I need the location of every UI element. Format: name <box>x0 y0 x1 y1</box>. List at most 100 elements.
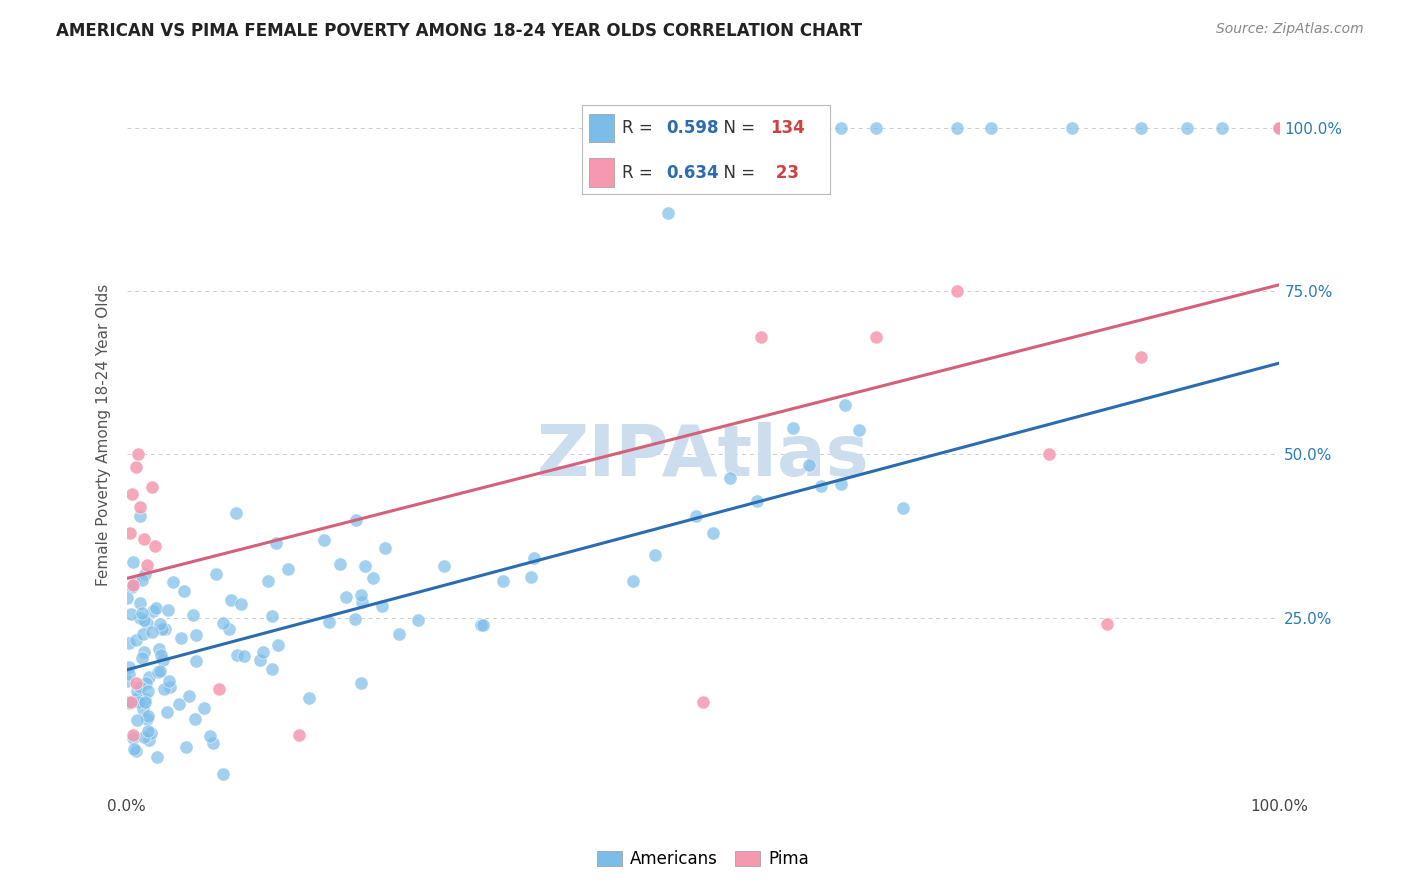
Point <box>201 736 224 750</box>
Point <box>799 458 821 472</box>
Point <box>749 330 772 344</box>
Point <box>314 533 336 548</box>
Point <box>131 651 153 665</box>
Point <box>523 551 546 566</box>
Point <box>148 642 170 657</box>
Point <box>657 206 679 220</box>
Point <box>115 591 138 606</box>
Point <box>865 121 887 136</box>
Point <box>257 574 280 588</box>
Point <box>249 653 271 667</box>
Point <box>124 633 146 648</box>
Point <box>132 730 155 744</box>
Point <box>252 645 274 659</box>
Point <box>122 731 145 745</box>
Point <box>782 421 804 435</box>
Point <box>205 567 228 582</box>
Point <box>702 526 724 541</box>
Point <box>354 558 377 573</box>
Point <box>128 597 150 611</box>
Point <box>159 680 181 694</box>
Point <box>225 506 247 520</box>
Point <box>208 682 231 697</box>
Point <box>388 627 411 641</box>
Point <box>830 121 852 136</box>
Point <box>122 728 145 742</box>
Point <box>1268 121 1291 136</box>
Point <box>277 562 299 576</box>
Point <box>117 674 139 689</box>
Point <box>150 623 173 637</box>
Point <box>134 692 156 706</box>
Point <box>745 494 768 508</box>
Point <box>157 673 180 688</box>
Point <box>1095 617 1118 632</box>
Point <box>136 684 159 698</box>
Point <box>184 654 207 668</box>
Point <box>1130 350 1153 364</box>
Point <box>685 509 707 524</box>
Point <box>1268 121 1291 136</box>
Point <box>148 665 170 680</box>
Point <box>162 575 184 590</box>
Legend: Americans, Pima: Americans, Pima <box>591 844 815 875</box>
Point <box>644 548 666 562</box>
Point <box>136 724 159 739</box>
Point <box>155 622 177 636</box>
Point <box>344 513 367 527</box>
Point <box>264 536 287 550</box>
Point <box>145 539 166 553</box>
Point <box>834 398 856 412</box>
Point <box>318 615 340 629</box>
Point <box>134 613 156 627</box>
Point <box>131 573 153 587</box>
Point <box>361 572 384 586</box>
Point <box>122 578 145 592</box>
Point <box>170 631 193 645</box>
Text: AMERICAN VS PIMA FEMALE POVERTY AMONG 18-24 YEAR OLDS CORRELATION CHART: AMERICAN VS PIMA FEMALE POVERTY AMONG 18… <box>56 22 862 40</box>
Point <box>267 638 290 652</box>
Point <box>848 423 870 437</box>
Point <box>156 603 179 617</box>
Point <box>118 525 141 540</box>
Point <box>174 739 197 754</box>
Point <box>198 730 221 744</box>
Point <box>127 713 149 727</box>
Point <box>350 595 373 609</box>
Point <box>193 701 215 715</box>
Point <box>155 706 177 720</box>
Point <box>122 555 145 569</box>
Point <box>131 606 153 620</box>
Point <box>350 676 373 690</box>
Point <box>131 626 153 640</box>
Point <box>118 667 141 681</box>
Point <box>1038 447 1060 461</box>
Point <box>120 696 142 710</box>
Point <box>173 584 195 599</box>
Point <box>132 701 155 715</box>
Point <box>125 744 148 758</box>
Point <box>810 479 832 493</box>
Point <box>335 590 357 604</box>
Point <box>118 635 141 649</box>
Point <box>152 653 174 667</box>
Point <box>117 697 139 711</box>
Point <box>1130 121 1153 136</box>
Point <box>117 695 139 709</box>
Point <box>146 750 169 764</box>
Point <box>830 477 852 491</box>
Point <box>260 609 283 624</box>
Point <box>893 501 915 516</box>
Point <box>149 616 172 631</box>
Point <box>132 645 155 659</box>
Point <box>218 623 240 637</box>
Point <box>1211 121 1233 136</box>
Point <box>298 690 321 705</box>
Point <box>125 676 148 690</box>
Point <box>945 284 967 298</box>
Point <box>177 689 200 703</box>
Point <box>225 648 247 663</box>
Point <box>167 698 190 712</box>
Point <box>118 660 141 674</box>
Point <box>152 682 174 697</box>
